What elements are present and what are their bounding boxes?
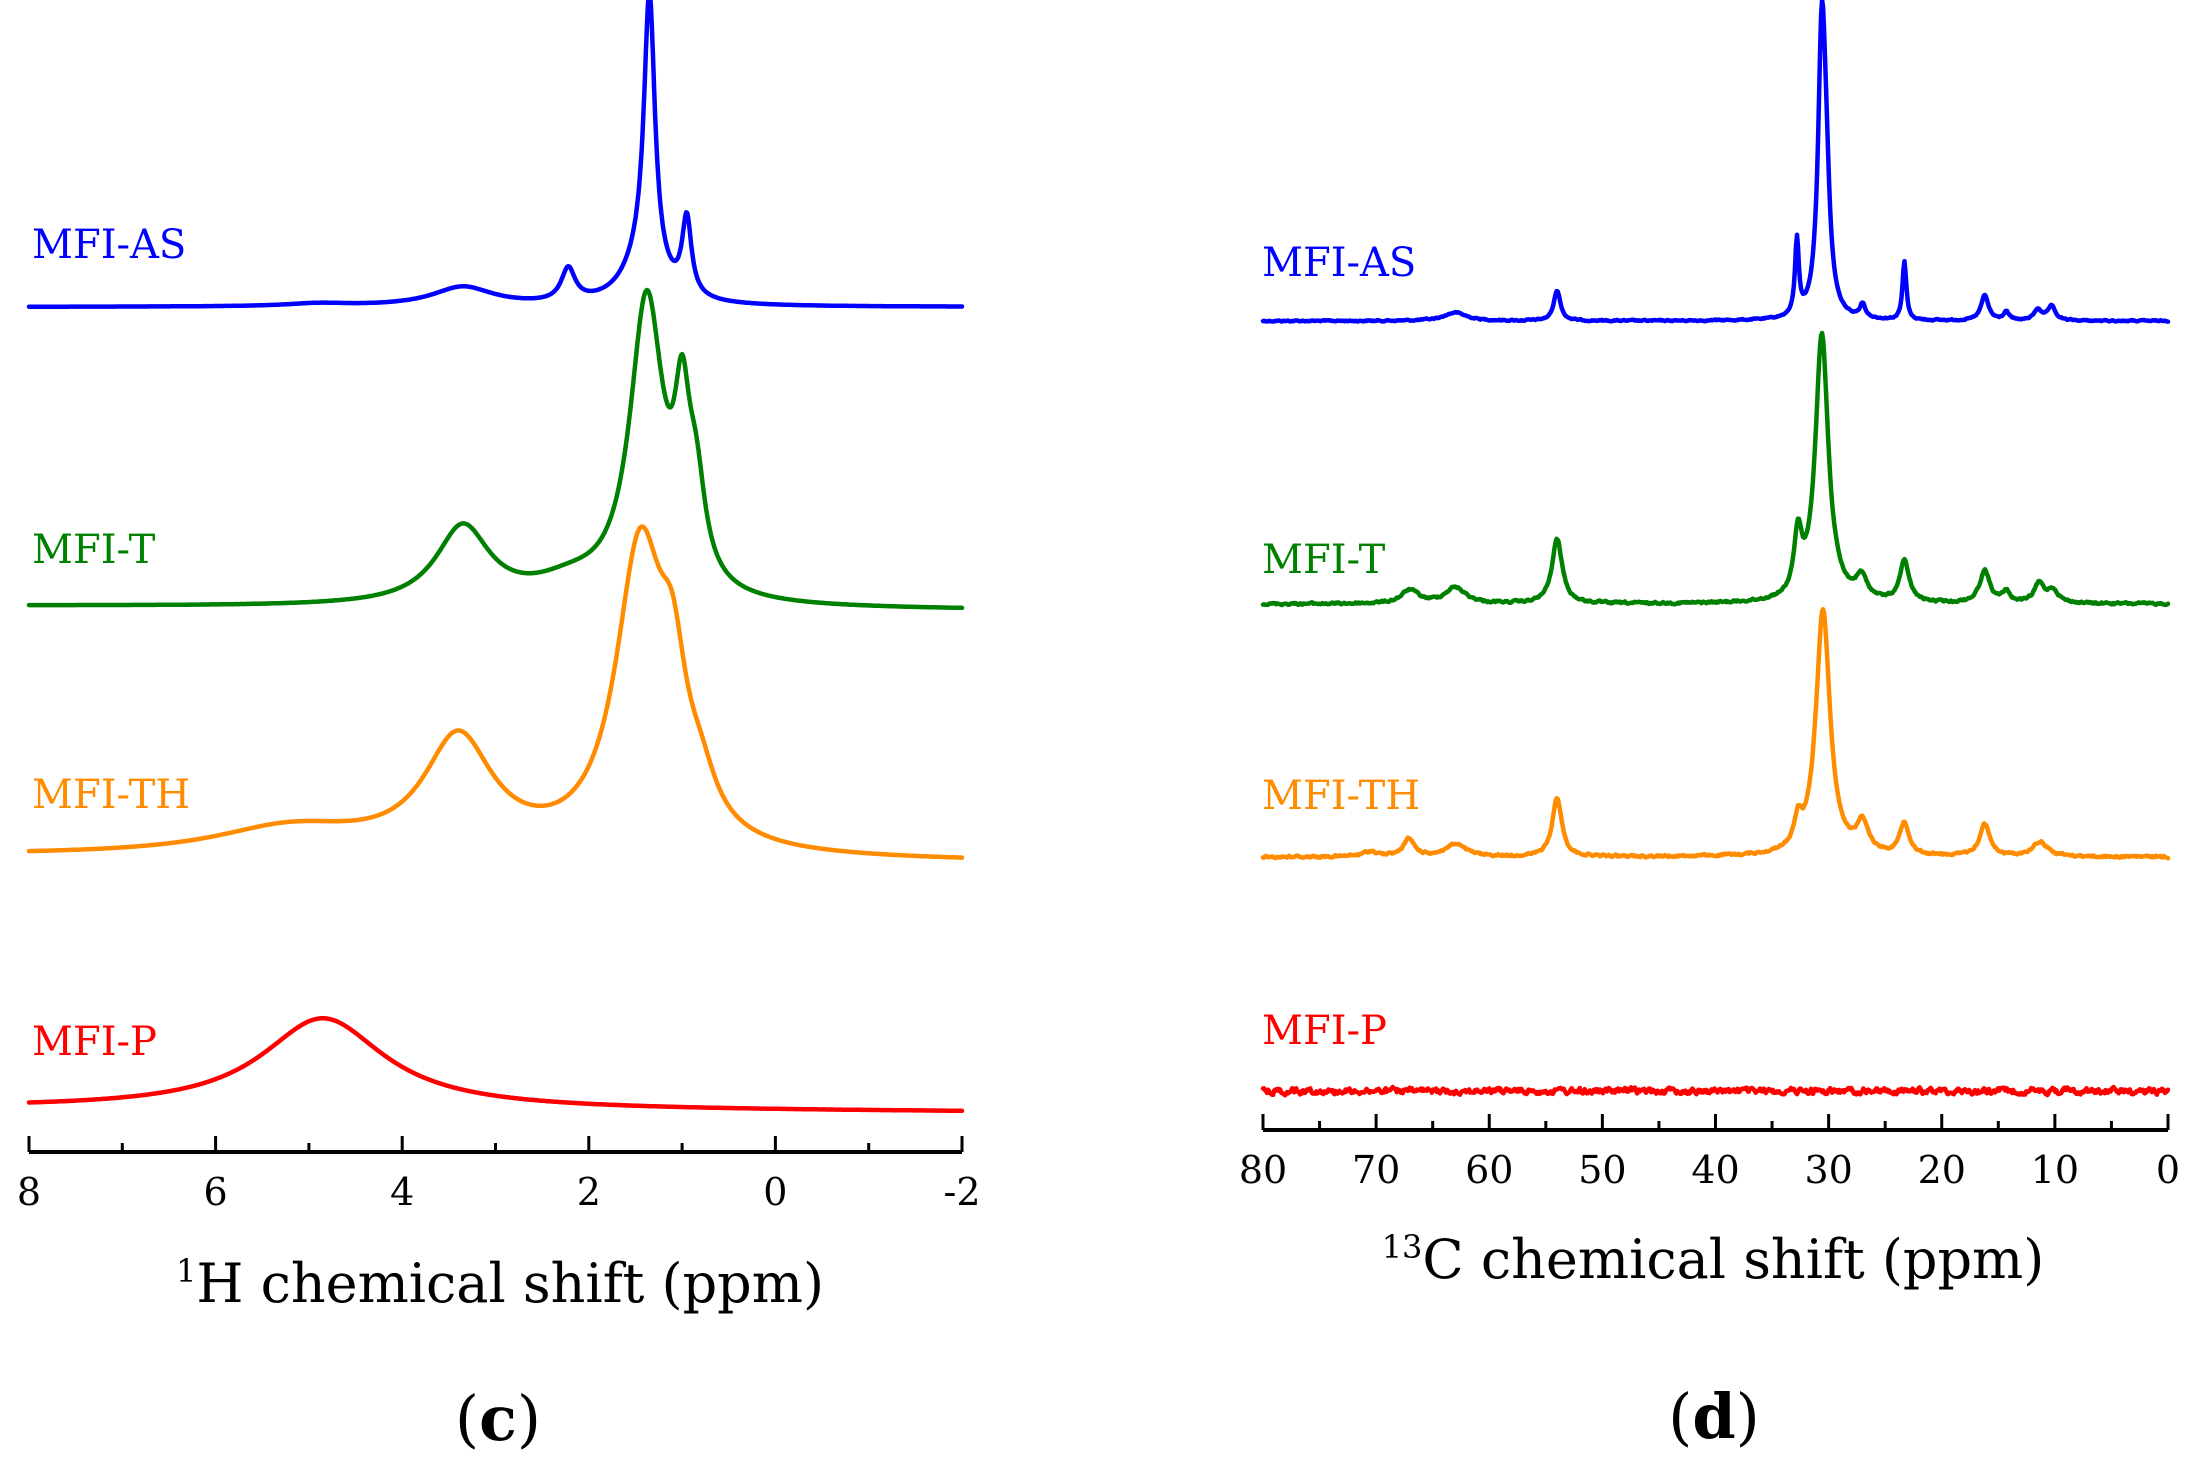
panel-d-series-labels: MFI-AS MFI-T MFI-TH MFI-P bbox=[1262, 240, 1420, 1054]
panel-c-series-labels: MFI-AS MFI-T MFI-TH MFI-P bbox=[32, 222, 190, 1065]
panel-d-tick-label: 30 bbox=[1804, 1148, 1852, 1192]
panel-c-caption-open: ( bbox=[455, 1382, 479, 1455]
panel-c-caption: (c) bbox=[455, 1382, 541, 1455]
panel-c-chart: MFI-AS MFI-T MFI-TH MFI-P 8 6 4 2 0 -2 1H chemic… bbox=[17, 0, 981, 1455]
panel-c-x-axis-title: 1H chemical shift (ppm) bbox=[176, 1252, 824, 1315]
panel-c-caption-letter: c bbox=[479, 1382, 517, 1455]
panel-c-tick-label: 6 bbox=[204, 1170, 228, 1214]
panel-d-tick-label: 80 bbox=[1239, 1148, 1287, 1192]
panel-c-label-mfi-p: MFI-P bbox=[32, 1019, 157, 1065]
panel-d-trace-mfi-p bbox=[1260, 1084, 2171, 1098]
panel-c-x-axis-title-main: H chemical shift (ppm) bbox=[196, 1252, 824, 1315]
panel-d-tick-label: 60 bbox=[1465, 1148, 1513, 1192]
panel-d-label-mfi-p: MFI-P bbox=[1262, 1008, 1387, 1054]
panel-d-caption-open: ( bbox=[1668, 1380, 1692, 1453]
panel-d-caption-close: ) bbox=[1736, 1380, 1760, 1453]
panel-d-label-mfi-t: MFI-T bbox=[1262, 537, 1386, 583]
panel-c-tick-label: 2 bbox=[577, 1170, 601, 1214]
panel-c-trace-mfi-th bbox=[26, 524, 965, 860]
panel-c-trace-mfi-as bbox=[26, 0, 965, 309]
panel-c-spectra bbox=[26, 0, 965, 1114]
panel-d-ticks: 80 70 60 50 40 30 20 10 0 bbox=[1239, 1114, 2180, 1192]
panel-d-label-mfi-th: MFI-TH bbox=[1262, 773, 1420, 819]
panel-d-trace-mfi-as bbox=[1260, 0, 2171, 324]
panel-d-caption-letter: d bbox=[1692, 1380, 1735, 1453]
panel-d-tick-label: 0 bbox=[2156, 1148, 2180, 1192]
panel-d-x-axis-title: 13C chemical shift (ppm) bbox=[1382, 1228, 2045, 1291]
panel-c-tick-label: 4 bbox=[390, 1170, 414, 1214]
panel-c-trace-mfi-p bbox=[26, 1016, 965, 1114]
panel-d-tick-label: 10 bbox=[2031, 1148, 2079, 1192]
panel-d-trace-mfi-t bbox=[1260, 330, 2171, 608]
panel-c-tick-label: 8 bbox=[17, 1170, 41, 1214]
panel-c-tick-label: -2 bbox=[943, 1170, 980, 1214]
panel-d-trace-mfi-th bbox=[1260, 607, 2171, 861]
panel-c-trace-mfi-t bbox=[26, 287, 965, 611]
panel-d-caption: (d) bbox=[1668, 1380, 1760, 1453]
panel-c-x-axis-title-sup: 1 bbox=[176, 1252, 196, 1290]
panel-c-label-mfi-t: MFI-T bbox=[32, 527, 156, 573]
panel-c-ticks: 8 6 4 2 0 -2 bbox=[17, 1136, 981, 1214]
panel-c-tick-label: 0 bbox=[763, 1170, 787, 1214]
panel-d-chart: MFI-AS MFI-T MFI-TH MFI-P 80 70 60 50 40 30 20 10 0… bbox=[1239, 0, 2180, 1453]
panel-d-tick-label: 40 bbox=[1691, 1148, 1739, 1192]
panel-d-tick-label: 20 bbox=[1918, 1148, 1966, 1192]
panel-c-label-mfi-as: MFI-AS bbox=[32, 222, 186, 268]
panel-d-tick-label: 70 bbox=[1352, 1148, 1400, 1192]
panel-d-tick-label: 50 bbox=[1578, 1148, 1626, 1192]
panel-c-label-mfi-th: MFI-TH bbox=[32, 772, 190, 818]
panel-d-spectra bbox=[1260, 0, 2171, 1098]
panel-d-x-axis-title-sup: 13 bbox=[1382, 1228, 1423, 1266]
panel-d-x-axis-title-main: C chemical shift (ppm) bbox=[1422, 1228, 2044, 1291]
panel-d-label-mfi-as: MFI-AS bbox=[1262, 240, 1416, 286]
panel-c-caption-close: ) bbox=[517, 1382, 541, 1455]
